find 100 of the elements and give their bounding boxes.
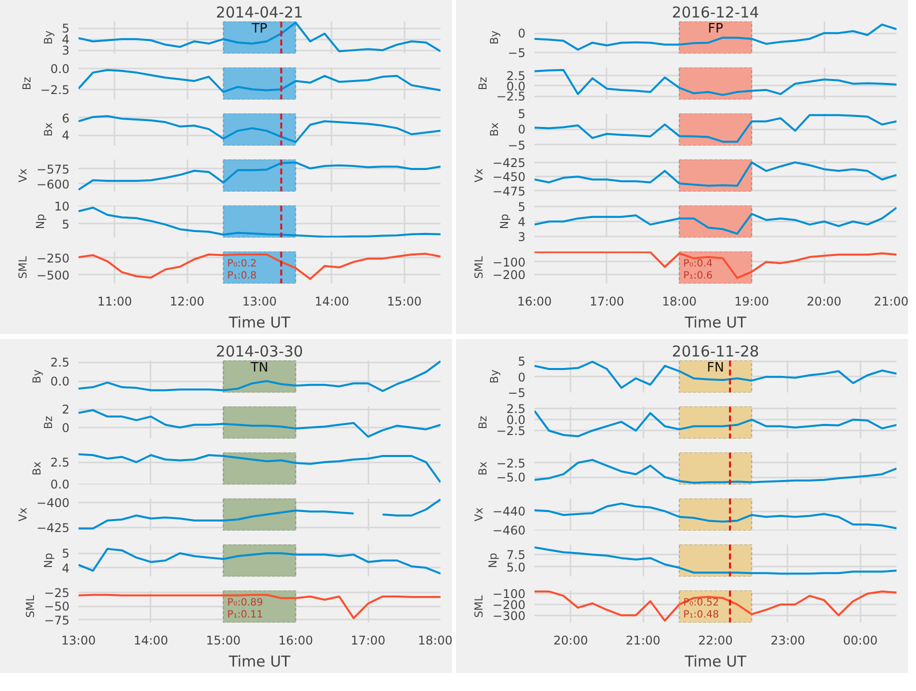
x-tick-label: 20:00: [553, 634, 588, 648]
y-axis-title: By: [42, 30, 55, 45]
y-axis-title: Bx: [488, 122, 501, 137]
y-tick-label: 5: [518, 200, 526, 214]
y-tick-label: 0.0: [50, 62, 70, 76]
x-tick-label: 14:00: [314, 294, 350, 308]
y-tick-label: −100: [492, 255, 526, 270]
y-tick-label: −2.5: [496, 456, 526, 470]
y-tick-label: 4: [62, 128, 70, 143]
y-tick-label: −400: [36, 496, 70, 510]
x-tick-label: 13:00: [242, 294, 277, 308]
y-axis-title: By: [488, 30, 501, 45]
chart-title: 2014-04-21: [216, 4, 304, 22]
annotation: P₀:0.52: [683, 598, 719, 608]
y-tick-label: −425: [492, 156, 526, 170]
y-tick-label: −450: [492, 170, 526, 184]
chart-title: 2016-11-28: [672, 342, 760, 360]
y-tick-label: 7.5: [506, 548, 526, 562]
y-tick-label: 2.5: [50, 356, 70, 370]
y-axis-title: Bz: [476, 416, 490, 430]
y-tick-label: −475: [492, 184, 526, 198]
x-tick-label: 19:00: [734, 294, 770, 308]
annotation: P₁:0.11: [227, 610, 263, 620]
x-tick-label: 21:00: [626, 634, 660, 648]
y-tick-label: −440: [492, 504, 526, 519]
y-axis-title: Np: [42, 552, 55, 568]
x-tick-label: 17:00: [350, 634, 386, 648]
y-axis-title: Bz: [20, 76, 34, 90]
y-tick-label: −500: [36, 268, 70, 282]
band-label: FP: [708, 22, 724, 36]
y-tick-label: 0: [518, 370, 526, 384]
y-tick-label: −425: [36, 521, 70, 535]
x-tick-label: 21:00: [874, 294, 909, 308]
annotation: P₁:0.8: [227, 270, 257, 282]
y-axis-title: SML: [16, 255, 30, 279]
x-tick-label: 22:00: [698, 634, 733, 648]
y-tick-label: −5: [508, 386, 526, 400]
y-axis-title: SML: [472, 255, 486, 279]
chart-title: 2016-12-14: [672, 4, 760, 22]
x-axis-title: Time UT: [228, 314, 292, 332]
y-axis-title: Np: [486, 552, 500, 568]
x-tick-label: 23:00: [770, 634, 806, 648]
y-axis-title: Vx: [472, 168, 486, 183]
y-tick-label: 2.5: [506, 68, 526, 83]
annotation: P₀:0.2: [227, 258, 257, 270]
y-axis-title: Vx: [16, 506, 30, 522]
y-tick-label: −50: [44, 600, 70, 614]
y-tick-label: 5: [518, 107, 526, 121]
y-tick-label: −5: [508, 138, 526, 152]
y-tick-label: −2.5: [496, 90, 526, 104]
x-tick-label: 14:00: [134, 634, 168, 648]
y-tick-label: 5: [518, 354, 526, 369]
y-axis-title: By: [488, 368, 501, 384]
y-tick-label: 3: [518, 230, 526, 244]
annotation: P₁:0.6: [683, 270, 713, 282]
y-tick-label: 2.5: [50, 456, 70, 470]
x-tick-label: 16:00: [517, 294, 552, 308]
band-label: FN: [706, 360, 724, 376]
x-tick-label: 15:00: [206, 634, 241, 648]
y-tick-label: 4: [62, 561, 70, 576]
y-axis-title: Bx: [476, 460, 490, 476]
y-tick-label: 0: [518, 122, 526, 137]
x-axis-title: Time UT: [228, 652, 292, 670]
y-tick-label: 6: [62, 111, 70, 126]
y-tick-label: 0.0: [50, 374, 70, 389]
y-tick-label: 5: [62, 546, 70, 561]
y-axis-title: SML: [24, 594, 38, 618]
y-tick-label: 0: [518, 26, 526, 41]
y-tick-label: 2: [62, 402, 70, 417]
band-label: TP: [250, 22, 268, 36]
x-tick-label: 15:00: [387, 294, 422, 308]
y-axis-title: Np: [498, 214, 511, 230]
annotation: P₀:0.4: [683, 258, 713, 270]
annotation: P₀:0.89: [227, 598, 263, 608]
y-tick-label: −75: [44, 613, 70, 628]
y-tick-label: −575: [36, 162, 70, 176]
y-tick-label: −600: [36, 177, 70, 192]
band-label: TN: [250, 360, 268, 376]
y-tick-label: −460: [492, 524, 526, 538]
x-tick-label: 20:00: [806, 294, 842, 308]
y-axis-title: Bz: [476, 76, 490, 90]
annotation: P₁:0.48: [683, 610, 719, 620]
y-tick-label: −25: [44, 586, 70, 600]
x-tick-label: 11:00: [97, 294, 132, 308]
y-tick-label: 4: [518, 215, 526, 229]
x-axis-title: Time UT: [684, 314, 748, 332]
y-axis-title: Bz: [42, 416, 55, 430]
y-axis-title: Vx: [472, 506, 486, 522]
x-tick-label: 18:00: [418, 634, 453, 648]
x-tick-label: 18:00: [662, 294, 697, 308]
y-tick-label: 10: [54, 199, 70, 214]
y-tick-label: 5.0: [506, 560, 526, 574]
y-axis-title: Np: [34, 214, 48, 230]
x-tick-label: 13:00: [61, 634, 96, 648]
y-axis-title: SML: [472, 594, 486, 618]
y-tick-label: −5: [508, 46, 526, 60]
y-tick-label: 0: [62, 421, 70, 436]
y-axis-title: Bx: [30, 460, 44, 476]
y-tick-label: 5: [62, 217, 70, 232]
x-tick-label: 16:00: [278, 634, 314, 648]
